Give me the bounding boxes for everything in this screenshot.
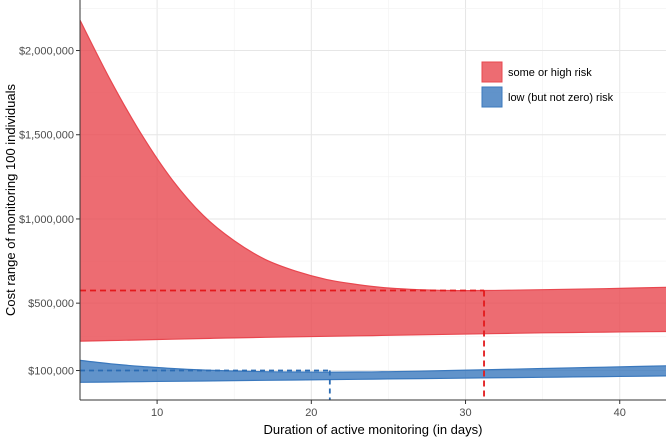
high-risk-band [80,20,666,342]
legend-label-low-risk: low (but not zero) risk [508,92,614,104]
y-tick-label: $500,000 [28,298,74,310]
x-tick-label: 10 [151,407,163,419]
high-risk-upper-edge [79,19,666,292]
y-tick-label: $1,500,000 [19,130,74,142]
legend-label-high-risk: some or high risk [508,67,592,79]
y-tick-label: $1,000,000 [19,214,74,226]
x-tick-label: 40 [614,407,626,419]
high-risk-lower-edge [79,330,666,342]
x-axis-title: Duration of active monitoring (in days) [264,422,483,437]
legend-swatch-low-risk [481,86,503,108]
legend-swatch-high-risk [481,61,503,83]
x-axis-ticks: 10 20 30 40 [151,400,626,419]
x-tick-label: 30 [459,407,471,419]
y-tick-label: $2,000,000 [19,46,74,58]
y-axis-title: Cost range of monitoring 100 individuals [3,84,18,316]
low-risk-band [80,360,666,383]
low-risk-lower-edge [79,375,666,383]
x-tick-label: 20 [305,407,317,419]
low-risk-upper-edge [79,359,666,373]
legend: some or high risk low (but not zero) risk [481,61,614,108]
bands [79,19,666,383]
threshold-markers [80,289,485,400]
y-tick-label: $100,000 [28,366,74,378]
y-axis-ticks: $100,000 $500,000 $1,000,000 $1,500,000 $2,0… [19,46,80,378]
